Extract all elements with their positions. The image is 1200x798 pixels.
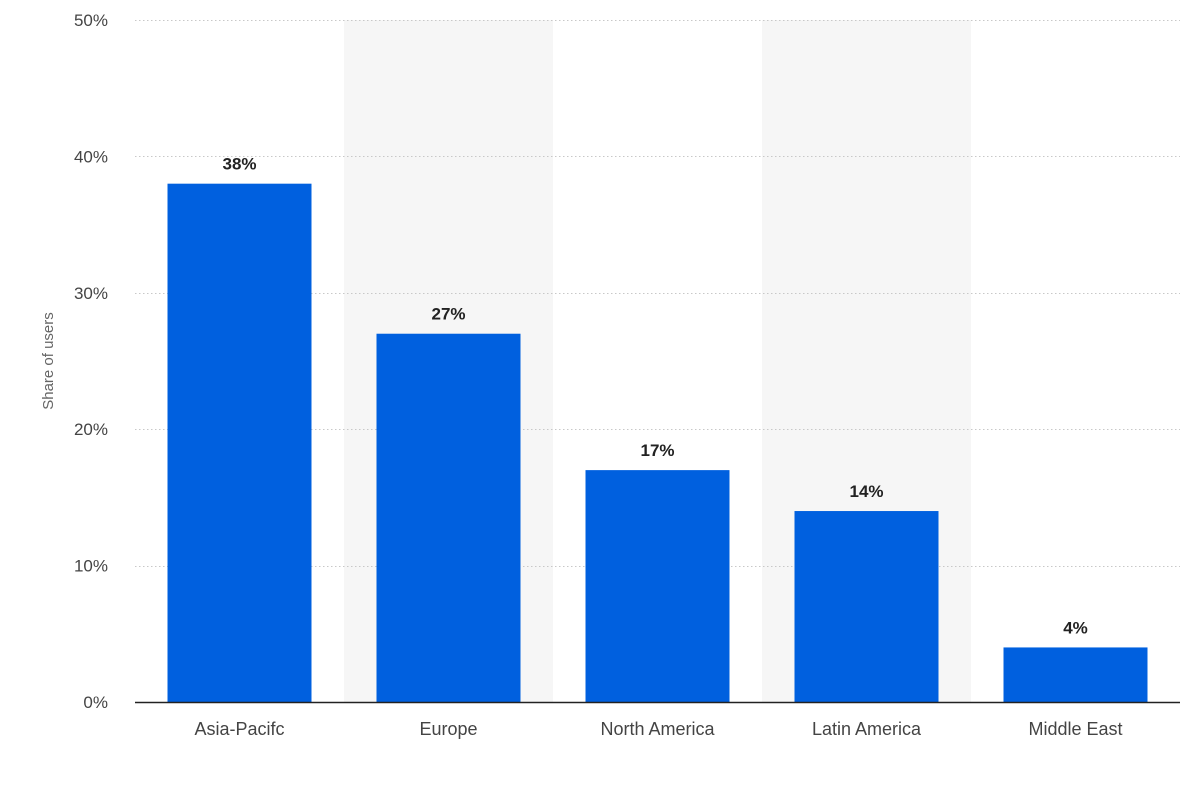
- y-tick-label: 50%: [74, 11, 108, 30]
- bar[interactable]: [376, 333, 521, 702]
- y-tick-label: 0%: [83, 693, 108, 712]
- bar[interactable]: [1003, 647, 1148, 702]
- y-axis-label: Share of users: [40, 312, 57, 410]
- value-label: 17%: [640, 441, 674, 460]
- x-axis-tick-labels: Asia-Pacifc Europe North America Latin Amer…: [194, 719, 1122, 739]
- value-label: 27%: [431, 305, 465, 324]
- y-tick-label: 40%: [74, 147, 108, 166]
- x-tick-label: Middle East: [1028, 719, 1122, 739]
- x-tick-label: North America: [600, 719, 715, 739]
- y-tick-label: 30%: [74, 284, 108, 303]
- y-tick-label: 10%: [74, 557, 108, 576]
- bar[interactable]: [585, 470, 730, 702]
- value-label: 38%: [222, 155, 256, 174]
- bars: [167, 183, 1148, 702]
- x-tick-label: Asia-Pacifc: [194, 719, 284, 739]
- bar[interactable]: [167, 183, 312, 702]
- value-label: 14%: [849, 482, 883, 501]
- bar[interactable]: [794, 511, 939, 702]
- y-axis-tick-labels: 0% 10% 20% 30% 40% 50%: [74, 11, 108, 712]
- value-label: 4%: [1063, 618, 1088, 637]
- value-labels: 38% 27% 17% 14% 4%: [222, 155, 1087, 638]
- y-tick-label: 20%: [74, 420, 108, 439]
- x-tick-label: Latin America: [812, 719, 922, 739]
- x-tick-label: Europe: [419, 719, 477, 739]
